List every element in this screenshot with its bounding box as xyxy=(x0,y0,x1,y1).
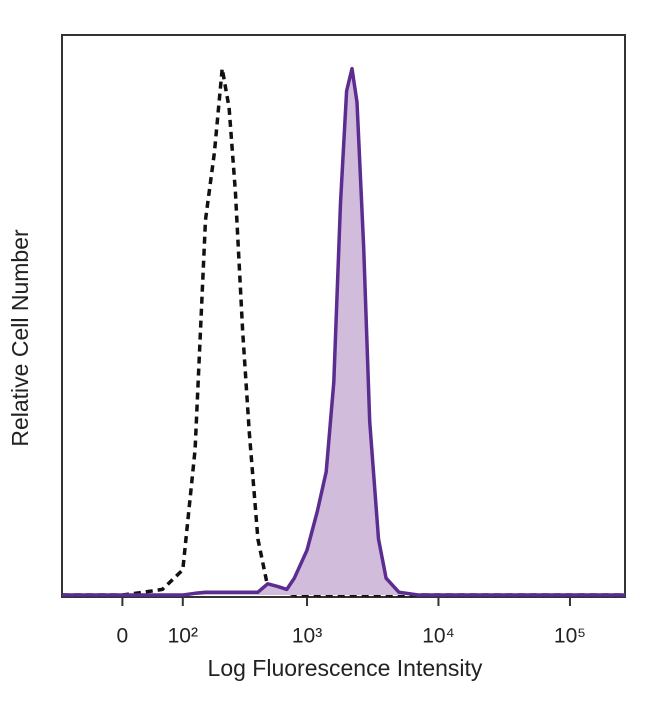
x-axis-title: Log Fluorescence Intensity xyxy=(208,655,483,681)
histogram-area xyxy=(62,68,625,596)
x-tick-label: 10³ xyxy=(292,625,322,648)
x-tick-label: 10⁴ xyxy=(422,625,454,648)
y-axis-title: Relative Cell Number xyxy=(7,229,33,447)
x-tick-label: 10⁵ xyxy=(554,625,586,648)
x-tick-label: 10² xyxy=(168,625,198,648)
x-tick-label: 0 xyxy=(117,625,129,648)
plot-frame xyxy=(61,34,626,598)
histogram-line xyxy=(62,66,625,597)
